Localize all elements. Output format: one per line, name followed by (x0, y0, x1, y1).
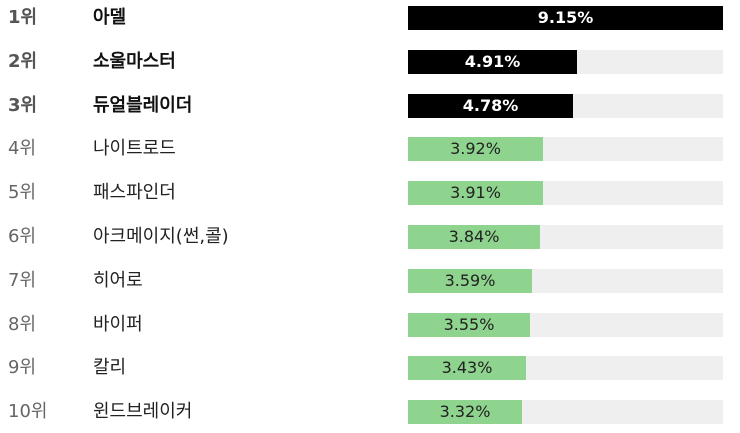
bar (408, 356, 526, 381)
class-name: 바이퍼 (93, 313, 143, 335)
table-row: 5위 패스파인더 3.91% (0, 175, 740, 211)
bar-track: 3.59% (408, 268, 723, 293)
table-row: 3위 듀얼블레이더 4.78% (0, 88, 740, 124)
value-label: 3.59% (444, 270, 496, 290)
bar (408, 268, 532, 293)
bar-track: 3.91% (408, 181, 723, 206)
value-label: 3.91% (450, 183, 501, 203)
bar-track: 3.55% (408, 312, 723, 337)
rank-label: 7위 (8, 269, 37, 291)
rank-label: 3위 (8, 94, 38, 116)
bar-track: 9.15% (408, 6, 723, 30)
class-name: 히어로 (93, 269, 143, 291)
value-label: 3.84% (448, 227, 500, 246)
bar-track: 4.78% (408, 93, 723, 118)
class-name: 듀얼블레이더 (93, 94, 193, 116)
value-label: 4.78% (462, 95, 519, 115)
table-row: 4위 나이트로드 3.92% (0, 131, 740, 167)
table-row: 6위 아크메이지(썬,콜) 3.84% (0, 219, 740, 255)
class-name: 윈드브레이커 (93, 401, 193, 423)
rank-label: 5위 (8, 182, 37, 204)
rank-label: 1위 (8, 7, 38, 28)
bar (408, 6, 723, 30)
bar (408, 400, 522, 425)
class-name: 아크메이지(썬,콜) (93, 226, 229, 247)
value-label: 3.92% (450, 139, 501, 159)
value-label: 3.32% (439, 402, 491, 422)
bar-track: 3.92% (408, 137, 723, 162)
rank-label: 2위 (8, 50, 38, 72)
bar (408, 137, 543, 162)
rank-label: 8위 (8, 313, 37, 335)
bar-track: 4.91% (408, 49, 723, 74)
bar-track: 3.84% (408, 225, 723, 249)
class-name: 소울마스터 (93, 50, 176, 72)
class-name: 패스파인더 (93, 182, 176, 204)
value-label: 9.15% (537, 8, 594, 27)
table-row: 1위 아델 9.15% (0, 0, 740, 36)
rank-label: 6위 (8, 226, 37, 247)
bar (408, 181, 543, 206)
class-name: 아델 (93, 7, 127, 28)
class-name: 칼리 (93, 357, 127, 379)
rank-label: 10위 (8, 401, 48, 423)
bar (408, 312, 530, 337)
table-row: 8위 바이퍼 3.55% (0, 307, 740, 343)
table-row: 10위 윈드브레이커 3.32% (0, 394, 740, 430)
table-row: 9위 칼리 3.43% (0, 350, 740, 386)
value-label: 4.91% (464, 51, 521, 71)
bar-track: 3.43% (408, 356, 723, 381)
class-name: 나이트로드 (93, 138, 176, 160)
value-label: 3.43% (441, 358, 493, 378)
bar (408, 225, 540, 249)
bar (408, 93, 573, 118)
table-row: 7위 히어로 3.59% (0, 263, 740, 299)
rank-label: 9위 (8, 357, 37, 379)
bar-track: 3.32% (408, 400, 723, 425)
value-label: 3.55% (443, 314, 495, 334)
table-row: 2위 소울마스터 4.91% (0, 44, 740, 80)
bar (408, 49, 577, 74)
rank-label: 4위 (8, 138, 37, 160)
